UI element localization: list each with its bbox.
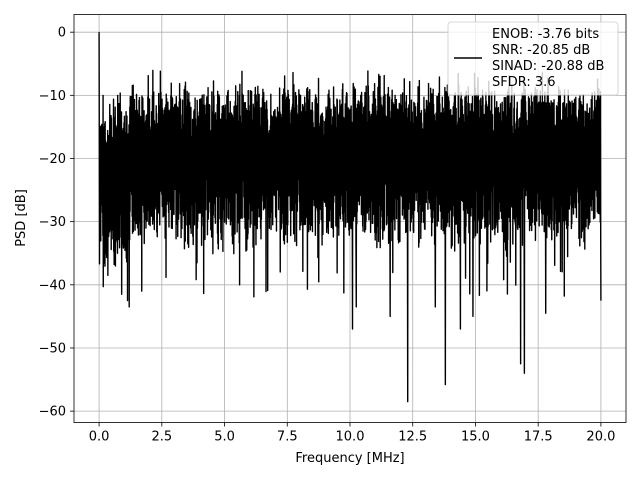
x-axis-label: Frequency [MHz] bbox=[295, 451, 404, 466]
x-tick-label: 17.5 bbox=[524, 430, 553, 445]
axis-ticks: 0.0 2.5 5.0 7.5 10.0 12.5 15.0 17.5 20.0 0 −10 −20 −… bbox=[39, 26, 616, 445]
x-tick-label: 12.5 bbox=[398, 430, 427, 445]
legend-line-sfdr: SFDR: 3.6 bbox=[492, 75, 556, 90]
y-tick-label: −60 bbox=[39, 405, 66, 420]
y-tick-label: 0 bbox=[58, 26, 66, 41]
legend: ENOB: -3.76 bits SNR: -20.85 dB SINAD: -… bbox=[447, 21, 619, 96]
x-tick-label: 7.5 bbox=[277, 430, 298, 445]
x-tick-label: 15.0 bbox=[461, 430, 490, 445]
x-tick-label: 0.0 bbox=[89, 430, 110, 445]
psd-series-line bbox=[98, 32, 602, 403]
x-tick-label: 2.5 bbox=[151, 430, 172, 445]
legend-line-enob: ENOB: -3.76 bits bbox=[492, 27, 599, 42]
psd-series bbox=[98, 32, 602, 403]
x-tick-label: 5.0 bbox=[214, 430, 235, 445]
legend-line-snr: SNR: -20.85 dB bbox=[492, 43, 590, 58]
legend-frame bbox=[447, 21, 619, 96]
legend-line-sinad: SINAD: -20.88 dB bbox=[492, 59, 604, 74]
y-tick-label: −40 bbox=[39, 278, 66, 293]
y-axis-label: PSD [dB] bbox=[14, 189, 29, 247]
y-tick-label: −10 bbox=[39, 89, 66, 104]
y-tick-label: −30 bbox=[39, 215, 66, 230]
x-tick-label: 20.0 bbox=[586, 430, 615, 445]
x-tick-label: 10.0 bbox=[336, 430, 365, 445]
y-tick-label: −20 bbox=[39, 152, 66, 167]
y-tick-label: −50 bbox=[39, 341, 66, 356]
